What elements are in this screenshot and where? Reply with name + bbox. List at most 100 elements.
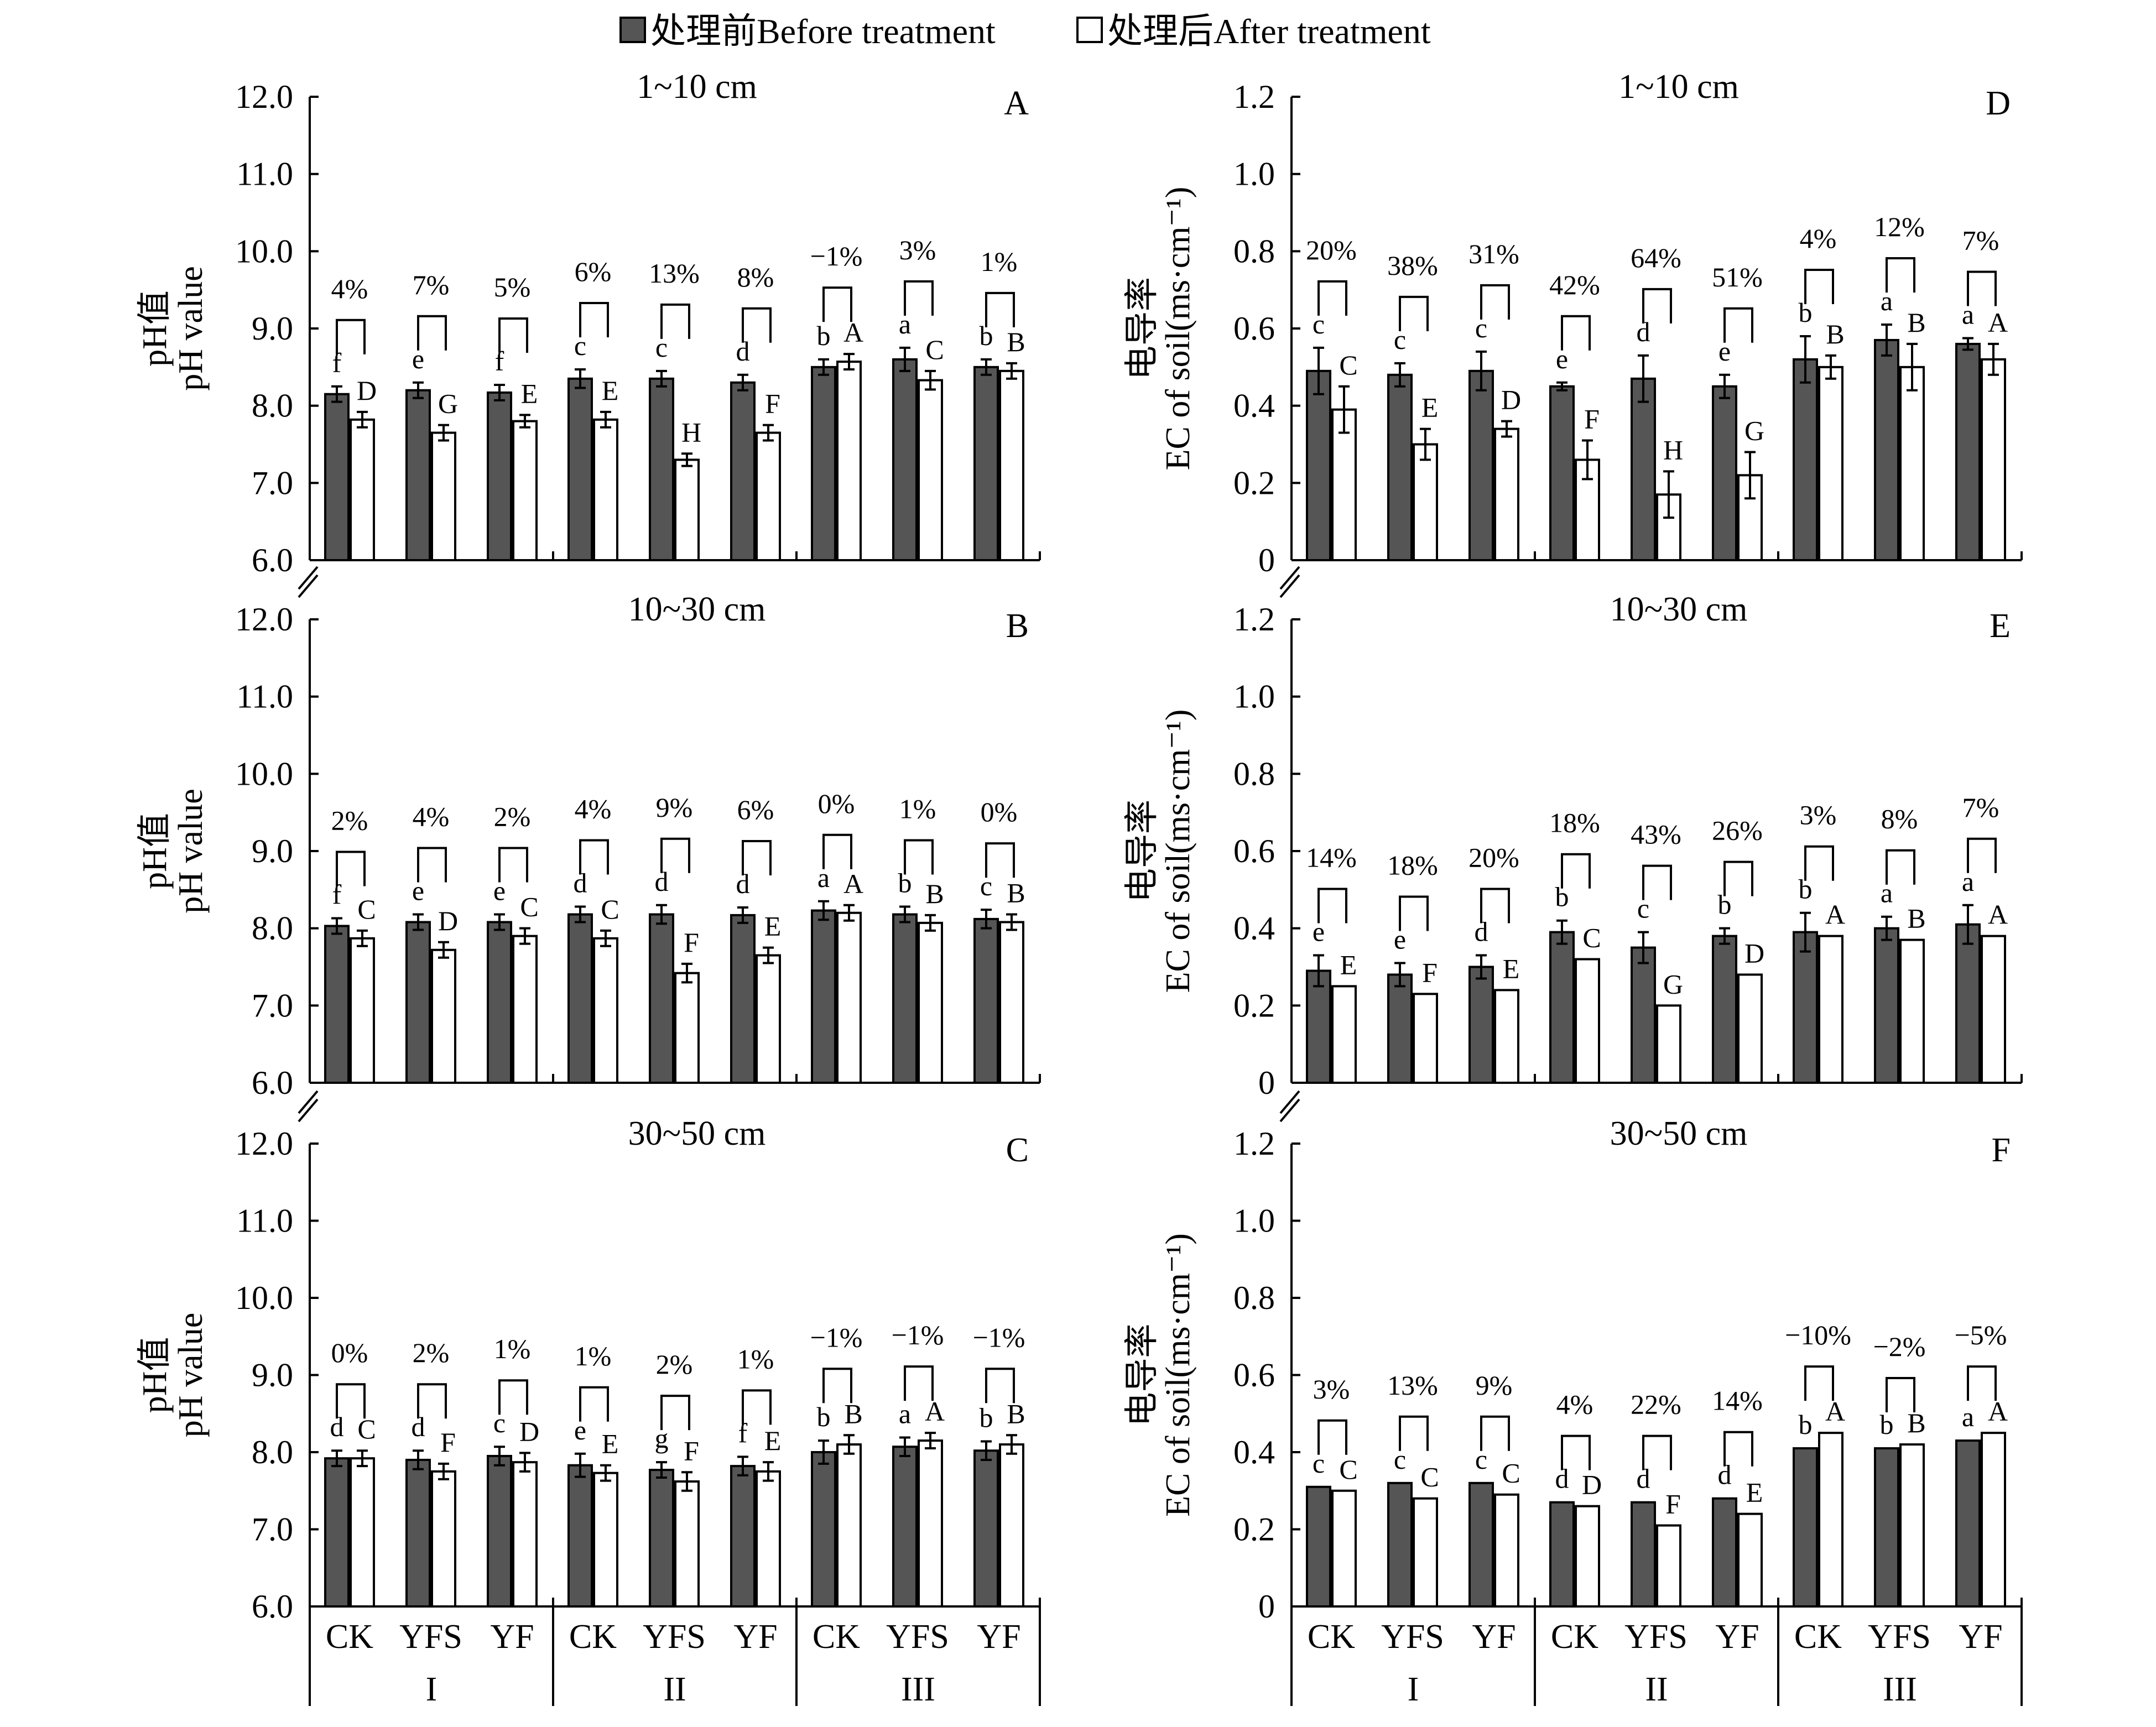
comparison-bracket (1723, 307, 1753, 343)
comparison-bracket (1480, 888, 1510, 923)
sig-letter-after: E (764, 1425, 782, 1456)
comparison-bracket (1886, 257, 1915, 293)
y-axis-label-line2: EC of soil(ms·cm⁻¹) (1159, 187, 1197, 471)
bar-after (350, 937, 375, 1084)
bar-before (892, 913, 918, 1084)
percent-change-label: 42% (1549, 269, 1600, 300)
sig-letter-after: B (1826, 319, 1844, 349)
bar-before (892, 1446, 918, 1608)
percent-change-label: 51% (1712, 262, 1763, 293)
comparison-bracket (1399, 1415, 1429, 1451)
bar-after (593, 937, 618, 1084)
sig-letter-after: A (843, 317, 863, 348)
sig-letter-after: H (681, 416, 701, 447)
panel-letter: A (1004, 85, 1029, 122)
bar-after (756, 954, 781, 1084)
bar-after (1331, 985, 1357, 1084)
percent-change-label: 7% (413, 269, 450, 300)
percent-change-label: 8% (1881, 804, 1918, 834)
y-tick-label: 0.6 (1233, 833, 1275, 869)
sig-letter-after: C (1582, 922, 1601, 953)
comparison-bracket (417, 315, 447, 351)
y-tick-label: 0.2 (1233, 1511, 1275, 1548)
bar-after (918, 1439, 943, 1608)
comparison-bracket (417, 1383, 447, 1419)
sig-letter-before: c (1637, 893, 1649, 924)
sig-letter-after: B (1007, 326, 1025, 357)
panel-title: 10~30 cm (1610, 591, 1748, 628)
bar-before (649, 1469, 674, 1608)
sig-letter-before: c (980, 870, 992, 901)
panel-letter: C (1006, 1131, 1029, 1169)
bar-before (1387, 373, 1413, 561)
bar-after (1981, 358, 2006, 561)
bar-before (730, 381, 756, 561)
bar-after (1413, 1497, 1438, 1608)
y-tick-label: 1.2 (1233, 601, 1275, 638)
bar-after (999, 1443, 1024, 1608)
y-tick-label: 8.0 (252, 910, 293, 947)
percent-change-label: −2% (1873, 1331, 1926, 1362)
x-group-label: III (901, 1671, 935, 1708)
x-category-label: YF (1715, 1618, 1759, 1656)
y-tick-label: 10.0 (235, 755, 293, 792)
comparison-bracket (1804, 845, 1834, 881)
percent-change-label: 18% (1387, 850, 1438, 881)
bar-before (1387, 1481, 1413, 1608)
sig-letter-before: f (332, 347, 342, 378)
sig-letter-after: C (1502, 1458, 1520, 1489)
sig-letter-after: G (438, 388, 458, 419)
y-tick-label: 10.0 (235, 233, 293, 269)
sig-letter-before: c (655, 332, 668, 363)
comparison-bracket (417, 847, 447, 883)
sig-letter-after: C (1339, 349, 1357, 380)
bar-before (649, 377, 674, 561)
percent-change-label: −1% (973, 1322, 1025, 1353)
y-axis-label-line2: pH value (172, 1313, 210, 1438)
x-category-label: YFS (1624, 1618, 1688, 1656)
percent-change-label: 43% (1631, 819, 1681, 850)
bar-after (1899, 366, 1925, 561)
sig-letter-before: a (1881, 285, 1893, 316)
panel-title: 10~30 cm (628, 591, 766, 628)
comparison-bracket (1399, 295, 1429, 331)
x-category-label: CK (1794, 1618, 1842, 1656)
y-tick-label: 0.8 (1233, 755, 1275, 792)
y-tick-label: 7.0 (252, 987, 293, 1024)
comparison-bracket (1967, 1365, 1997, 1401)
x-category-label: YF (1472, 1618, 1516, 1656)
comparison-bracket (498, 1379, 528, 1415)
percent-change-label: −1% (810, 241, 863, 272)
sig-letter-before: b (1799, 1409, 1813, 1440)
sig-letter-before: a (1962, 299, 1974, 330)
y-tick-label: 0 (1258, 1588, 1275, 1625)
bar-after (1413, 443, 1438, 561)
legend-label-after: 处理后After treatment (1107, 12, 1431, 51)
sig-letter-before: f (495, 346, 504, 377)
y-tick-label: 0.4 (1233, 1434, 1275, 1470)
sig-letter-before: e (412, 343, 424, 374)
sig-letter-after: B (1007, 1398, 1025, 1429)
sig-letter-before: c (1475, 312, 1487, 343)
y-axis-label-line2: pH value (172, 266, 210, 391)
sig-letter-before: c (493, 1407, 506, 1438)
comparison-bracket (904, 280, 934, 316)
sig-letter-after: E (602, 1428, 619, 1459)
bar-after (431, 431, 456, 561)
percent-change-label: −1% (810, 1322, 863, 1353)
sig-letter-after: B (925, 878, 944, 909)
y-axis-label-line1: pH值 (136, 290, 174, 367)
bar-before (567, 913, 593, 1084)
comparison-bracket (1642, 864, 1672, 900)
percent-change-label: 38% (1387, 250, 1438, 281)
y-tick-label: 12.0 (235, 1125, 293, 1162)
sig-letter-after: A (1988, 899, 2008, 930)
percent-change-label: 9% (656, 792, 693, 823)
sig-letter-after: B (1907, 307, 1925, 338)
sig-letter-before: a (899, 309, 911, 340)
sig-letter-after: B (1907, 1407, 1925, 1438)
y-tick-label: 0.2 (1233, 465, 1275, 501)
sig-letter-after: A (1988, 1396, 2008, 1427)
